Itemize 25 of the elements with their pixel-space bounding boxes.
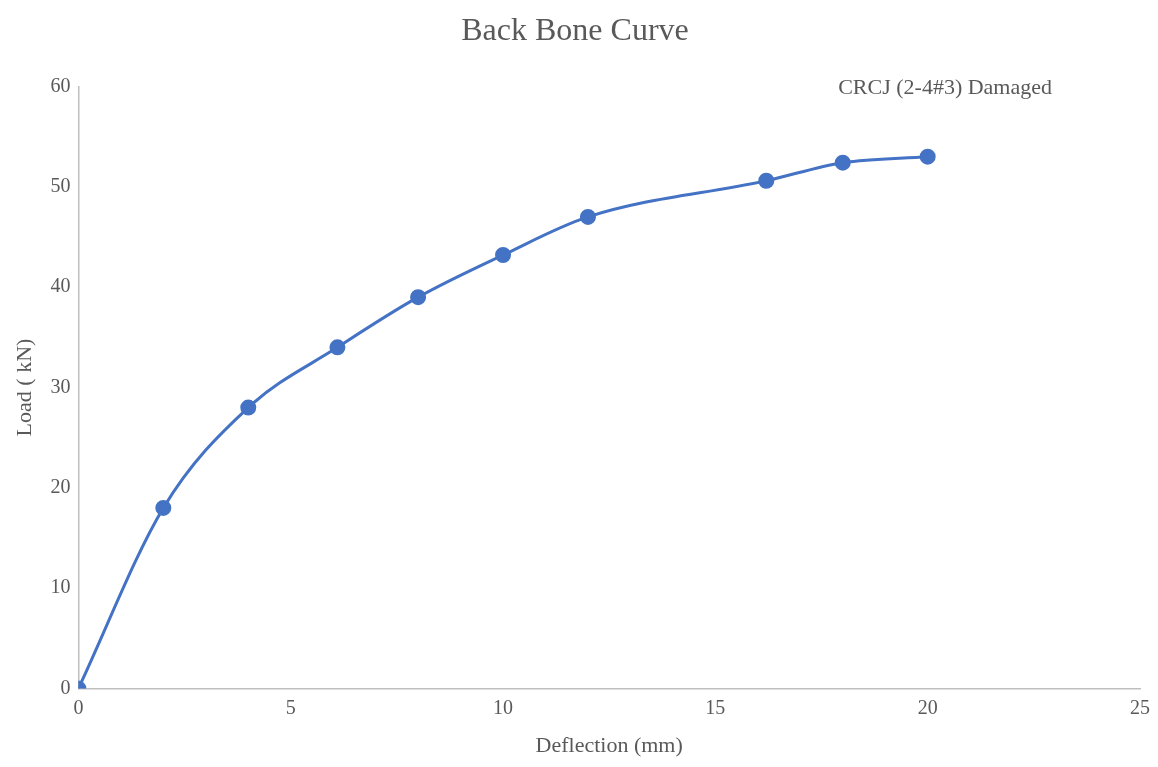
point (155, 499, 172, 516)
point (919, 148, 936, 165)
point (495, 247, 512, 264)
y-tick-label: 20 (50, 475, 71, 498)
x-tick-label: 25 (1130, 695, 1150, 718)
y-tick-label: 0 (60, 675, 71, 698)
y-tick-label: 60 (50, 73, 71, 96)
x-tick-label: 15 (705, 695, 726, 718)
x-tick-label: 10 (493, 695, 514, 718)
x-tick-label: 5 (285, 695, 296, 718)
x-axis-title: Deflection (mm) (535, 731, 683, 757)
point (834, 154, 851, 171)
point (240, 399, 257, 416)
y-axis-title: Load ( kN) (10, 338, 36, 437)
chart-title: Back Bone Curve (461, 10, 689, 47)
point (410, 289, 427, 306)
y-tick-label: 50 (50, 174, 71, 197)
x-tick-label: 20 (917, 695, 938, 718)
y-tick-label: 40 (50, 274, 71, 297)
y-tick-label: 30 (50, 374, 71, 397)
point (579, 208, 596, 225)
annotation: CRCJ (2-4#3) Damaged (838, 74, 1052, 100)
point (758, 172, 775, 189)
point (329, 339, 346, 356)
y-tick-label: 10 (50, 575, 71, 598)
